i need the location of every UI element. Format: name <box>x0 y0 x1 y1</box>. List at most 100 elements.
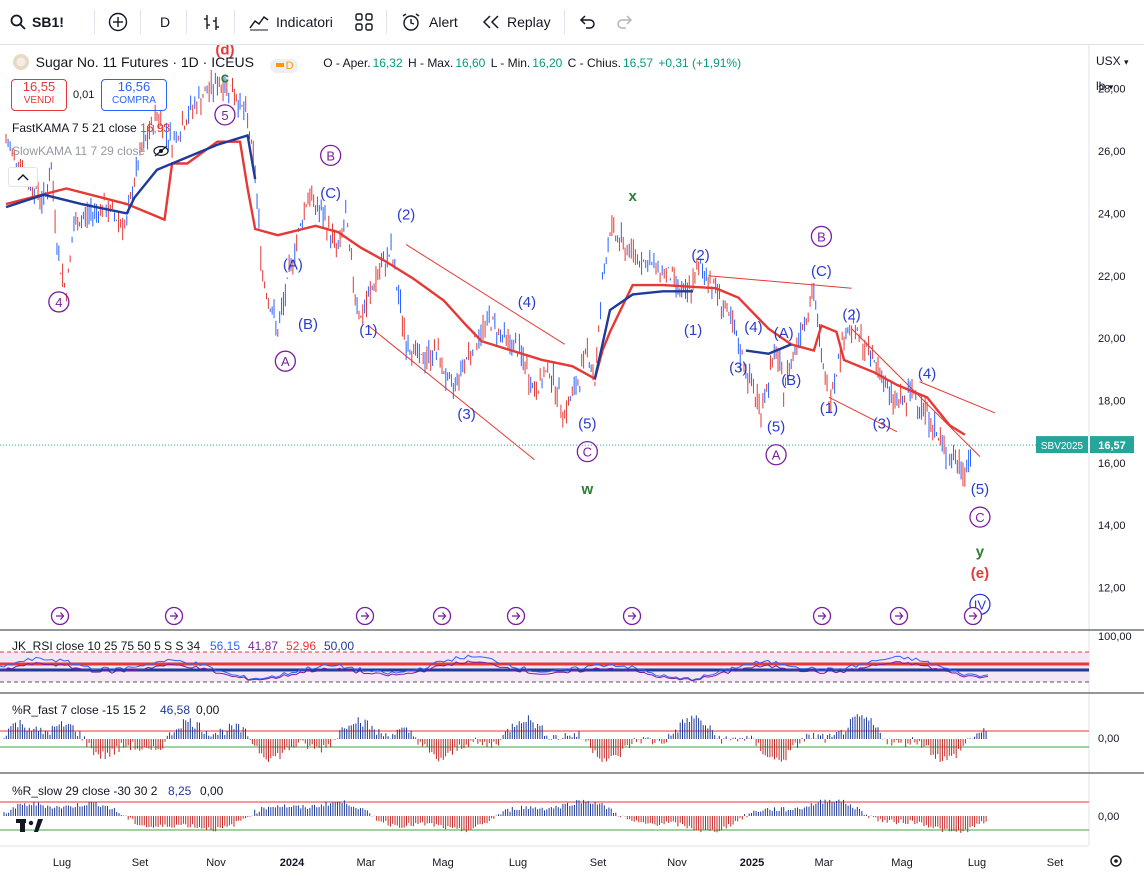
rsi-title: JK_RSI close 10 25 75 50 5 S S 34 <box>12 639 200 653</box>
y-tick-label: 18,00 <box>1098 395 1126 407</box>
alarm-clock-icon <box>402 13 420 31</box>
wave-label: (C) <box>811 263 832 280</box>
chart-svg[interactable]: 28,00 26,00 24,00 22,00 20,00 18,00 16,00 14,00… <box>0 45 1144 876</box>
wrf-y-tick: 0,00 <box>1098 733 1119 745</box>
layouts-button[interactable] <box>355 0 373 44</box>
rsi-line-2 <box>0 660 989 682</box>
rsi-value: 41,87 <box>248 639 278 653</box>
x-tick-label: Mag <box>891 857 912 869</box>
wave-label: (5) <box>971 481 989 498</box>
currency-select[interactable]: USX ▾ <box>1096 54 1129 68</box>
slowkama-legend[interactable]: SlowKAMA 11 7 29 close <box>12 144 169 158</box>
wave-circle <box>765 444 787 466</box>
channel-line <box>828 396 898 433</box>
alert-button[interactable]: Alert <box>401 0 458 44</box>
replay-label: Replay <box>507 14 551 30</box>
wave-label: (1) <box>684 322 702 339</box>
top-toolbar: SB1! D Indicatori Alert Replay <box>0 0 1144 45</box>
wave-label: (e) <box>971 565 989 582</box>
ohlc-readout: O - Aper. 16,32 H - Max. 16,60 L - Min. 16,… <box>323 56 742 70</box>
chart-area[interactable]: 28,00 26,00 24,00 22,00 20,00 18,00 16,00 14,00… <box>0 45 1144 876</box>
chart-type-button[interactable] <box>203 0 221 44</box>
price-tag-value: 16,57 <box>1098 440 1126 452</box>
x-tick-label: Set <box>1047 857 1064 869</box>
wave-label: 4 <box>55 295 62 310</box>
buy-button[interactable]: 16,56 COMPRA <box>101 79 167 111</box>
rsi-y-tick: 100,00 <box>1098 631 1132 643</box>
fastkama-legend[interactable]: FastKAMA 7 5 21 close 16,93 <box>12 121 171 135</box>
wave-label: c <box>221 69 229 86</box>
symbol-search[interactable]: SB1! <box>10 0 64 44</box>
wave-label: w <box>581 481 594 498</box>
x-tick-label: Set <box>590 857 607 869</box>
logo-part <box>34 819 43 832</box>
y-tick-label: 16,00 <box>1098 458 1126 470</box>
wave-label: A <box>281 354 290 369</box>
price-axis-bg <box>1089 45 1144 876</box>
x-tick-label: Mar <box>815 857 834 869</box>
rsi-value: 56,15 <box>210 639 240 653</box>
event-marker-head <box>899 612 904 620</box>
wave-label: (C) <box>320 185 341 202</box>
gear-ring <box>1110 855 1122 867</box>
event-marker-head <box>442 612 447 620</box>
wrf-value: 0,00 <box>196 703 220 717</box>
hidden-eye-icon[interactable] <box>152 145 169 157</box>
replay-button[interactable]: Replay <box>482 0 551 44</box>
gear-hub <box>1114 859 1118 863</box>
indicators-button[interactable]: Indicatori <box>249 0 333 44</box>
symbol-label: SB1! <box>32 14 64 30</box>
channel-line <box>851 328 981 457</box>
event-marker-head <box>973 612 978 620</box>
wave-label: (5) <box>578 416 596 433</box>
x-tick-label: Set <box>132 857 149 869</box>
wave-label: (3) <box>457 406 475 423</box>
wave-circle <box>969 506 991 528</box>
unit-select[interactable]: lb ▾ <box>1096 79 1114 93</box>
wrs-y-tick: 0,00 <box>1098 811 1119 823</box>
wave-label: 5 <box>221 108 228 123</box>
event-marker-head <box>632 612 637 620</box>
wave-label: A <box>772 448 781 463</box>
search-icon <box>10 14 26 30</box>
wave-circle <box>810 225 833 248</box>
x-tick-label: 2024 <box>280 857 305 869</box>
event-marker-head <box>365 612 370 620</box>
logo-part <box>28 820 34 826</box>
y-tick-label: 14,00 <box>1098 520 1126 532</box>
redo-button[interactable] <box>616 0 634 44</box>
rsi-line <box>0 654 989 681</box>
wave-label: (3) <box>729 359 747 376</box>
x-tick-label: Mar <box>357 857 376 869</box>
sell-button[interactable]: 16,55 VENDI <box>11 79 67 111</box>
interval-button[interactable]: D <box>160 14 171 30</box>
x-tick-label: Lug <box>509 857 527 869</box>
wave-label: (2) <box>691 247 709 264</box>
channel-line <box>368 325 535 461</box>
event-marker-head <box>174 612 179 620</box>
wrf-title: %R_fast 7 close -15 15 2 <box>12 703 146 717</box>
indicators-icon <box>249 15 269 31</box>
wave-label: (1) <box>820 400 838 417</box>
wave-label: C <box>583 445 592 460</box>
wrs-value: 0,00 <box>200 784 224 798</box>
channel-line <box>919 381 996 414</box>
spread-value: 0,01 <box>73 89 95 101</box>
rsi-value: 52,96 <box>286 639 316 653</box>
wrf-value: 46,58 <box>160 703 190 717</box>
sugar-symbol-icon <box>13 54 29 70</box>
settings-gear-icon[interactable] <box>1110 855 1122 867</box>
rewind-icon <box>482 15 499 29</box>
tradingview-logo-icon <box>16 819 43 832</box>
undo-button[interactable] <box>578 0 596 44</box>
wave-label: (2) <box>842 306 860 323</box>
collapse-legend-button[interactable] <box>8 167 38 187</box>
grid-icon <box>355 13 373 31</box>
wave-label: (3) <box>873 416 891 433</box>
wave-label: (5) <box>767 419 785 436</box>
compare-button[interactable] <box>108 0 128 44</box>
x-tick-label: Nov <box>667 857 687 869</box>
y-tick-label: 12,00 <box>1098 583 1126 595</box>
wave-label: (B) <box>781 372 801 389</box>
chart-legend: Sugar No. 11 Futures · 1D · ICEUS D O - … <box>12 53 743 73</box>
